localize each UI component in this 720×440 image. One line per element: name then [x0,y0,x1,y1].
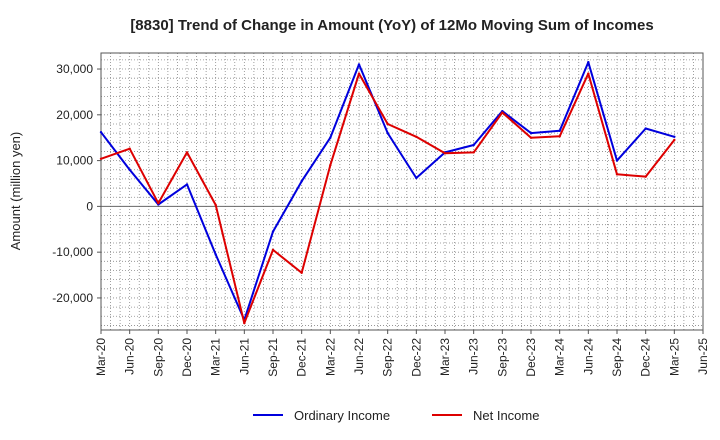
y-tick-label: 10,000 [56,154,93,168]
x-tick-label: Dec-20 [180,338,194,377]
data-point-ordinary-income [300,179,303,183]
chart-title: [8830] Trend of Change in Amount (YoY) o… [130,17,653,34]
y-tick-label: 30,000 [56,62,93,76]
data-point-net-income [443,152,447,155]
x-tick-label: Jun-21 [237,338,251,375]
data-point-ordinary-income [185,183,189,186]
x-tick-label: Mar-25 [667,338,681,376]
data-point-net-income [243,321,246,325]
y-tick-label: -10,000 [52,245,93,259]
data-point-net-income [615,173,619,176]
data-point-net-income [271,248,275,252]
x-tick-label: Mar-21 [209,338,223,376]
data-point-ordinary-income [529,131,533,135]
data-point-net-income [415,135,418,138]
x-tick-label: Mar-23 [438,338,452,376]
y-tick-label: -20,000 [52,291,93,305]
data-point-net-income [357,72,361,75]
x-ticks: Mar-20 Jun-20 Sep-20 Dec-20 Mar-21 Jun-21 Sep-… [94,330,710,377]
legend: Ordinary Income Net Income [253,408,539,423]
data-point-ordinary-income [673,135,676,138]
data-point-net-income [128,147,131,150]
data-point-ordinary-income [615,159,619,162]
data-point-net-income [157,201,160,205]
x-tick-label: Sep-22 [381,338,395,377]
y-ticks: 30,000 20,000 10,000 0 -10,000 -20,000 [52,62,101,305]
x-tick-label: Jun-22 [352,338,366,375]
x-tick-label: Mar-24 [553,338,567,376]
data-point-ordinary-income [99,131,103,134]
series-line-net-income [100,72,676,325]
x-tick-label: Dec-23 [524,338,538,377]
data-point-net-income [587,72,590,75]
data-point-ordinary-income [472,143,475,147]
data-point-ordinary-income [587,60,590,64]
data-point-ordinary-income [644,127,647,130]
x-tick-label: Sep-20 [151,338,165,377]
data-point-net-income [185,151,189,154]
x-tick-label: Jun-23 [467,338,481,375]
data-point-net-income [99,157,103,160]
data-point-net-income [529,136,533,139]
x-tick-label: Mar-20 [94,338,108,376]
data-point-ordinary-income [558,129,561,133]
data-point-ordinary-income [128,168,131,171]
x-tick-label: Sep-21 [266,338,280,377]
y-tick-label: 0 [86,199,93,213]
x-tick-label: Dec-21 [295,338,309,377]
plot-area [100,52,704,331]
x-tick-label: Jun-20 [123,338,137,375]
data-point-net-income [644,175,647,178]
x-tick-label: Dec-24 [639,338,653,377]
data-point-ordinary-income [415,176,418,180]
legend-label-ordinary-income: Ordinary Income [294,408,390,423]
data-point-net-income [214,203,217,207]
data-point-net-income [386,122,389,126]
y-axis-label: Amount (million yen) [8,132,23,251]
data-point-net-income [300,271,303,274]
x-tick-label: Sep-23 [495,338,509,377]
x-tick-label: Sep-24 [610,338,624,377]
y-tick-label: 20,000 [56,108,93,122]
data-point-net-income [558,135,561,138]
data-point-ordinary-income [271,230,275,233]
grid [101,53,703,330]
series-lines [99,60,676,325]
data-point-ordinary-income [214,253,217,256]
data-point-net-income [472,151,475,154]
data-point-net-income [673,138,676,142]
x-tick-label: Dec-22 [409,338,423,377]
data-point-net-income [501,111,504,114]
x-tick-label: Jun-24 [581,338,595,375]
data-point-ordinary-income [386,131,389,135]
data-point-net-income [329,163,332,167]
x-tick-label: Mar-22 [323,338,337,376]
data-point-ordinary-income [357,63,361,66]
legend-label-net-income: Net Income [473,408,539,423]
data-point-ordinary-income [329,136,332,139]
x-tick-label: Jun-25 [696,338,710,375]
